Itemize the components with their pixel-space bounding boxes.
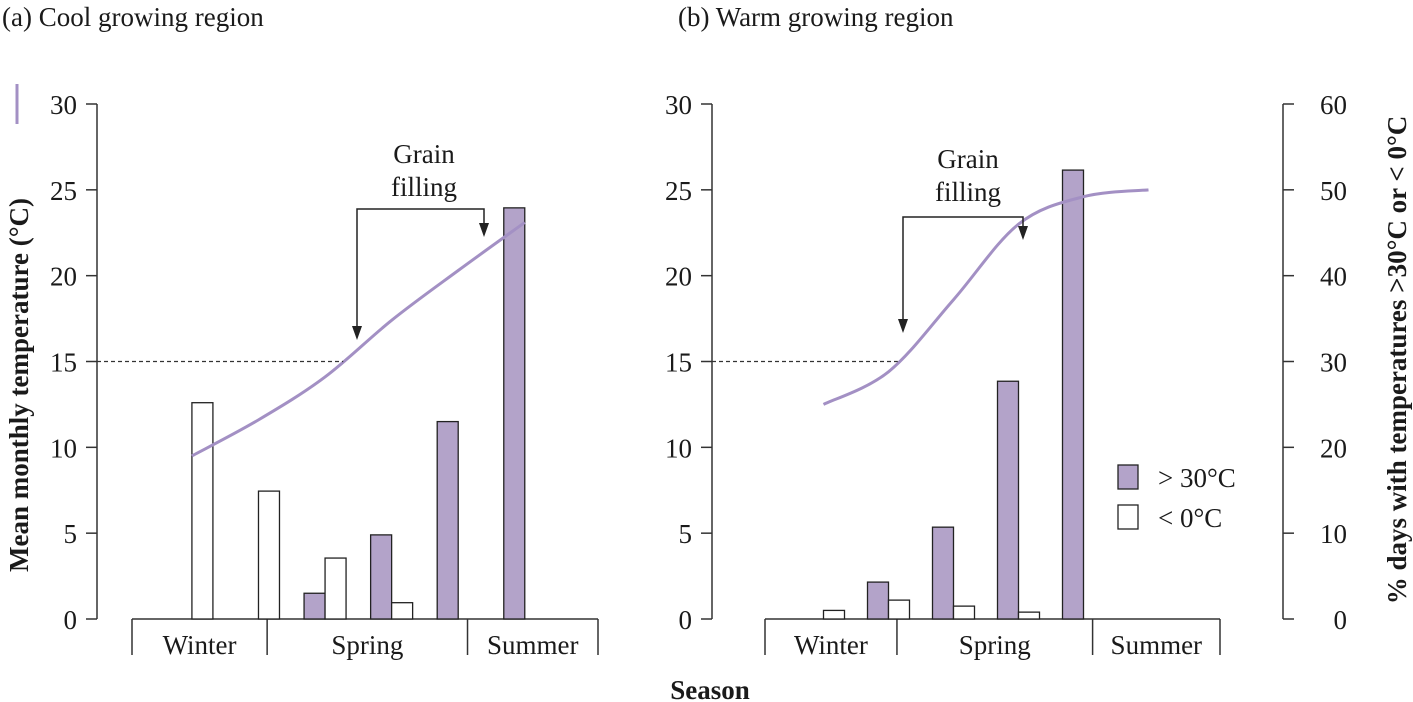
y2-axis-label: % days with temperatures >30°C or < 0°C (1382, 116, 1412, 605)
bar (303, 592, 326, 620)
y-tick-label: 25 (665, 176, 692, 206)
legend-label: > 30°C (1158, 463, 1236, 493)
y-tick-label: 20 (50, 262, 77, 292)
bar (1017, 611, 1041, 620)
bar (390, 602, 414, 620)
panel-title: (b) Warm growing region (678, 2, 954, 32)
season-label: Summer (487, 630, 579, 660)
temperature-line (822, 188, 1149, 406)
bar (436, 420, 459, 620)
y-tick-label: 5 (64, 519, 78, 549)
bar (996, 380, 1020, 620)
arrowhead (479, 223, 489, 237)
y2-tick-label: 10 (1320, 519, 1347, 549)
season-label: Winter (794, 630, 868, 660)
legend-swatch (1117, 504, 1139, 530)
y-tick-label: 10 (50, 433, 77, 463)
season-label: Spring (959, 630, 1031, 660)
y2-tick-label: 20 (1320, 433, 1347, 463)
bar (191, 402, 214, 620)
bar (1061, 169, 1085, 620)
bar (952, 605, 976, 620)
y2-tick-label: 50 (1320, 176, 1347, 206)
x-axis-label: Season (670, 675, 750, 702)
y2-tick-label: 60 (1320, 90, 1347, 120)
season-label: Winter (163, 630, 237, 660)
bracket (356, 208, 485, 328)
y-axis-label: Mean monthly temperature (°C) (4, 198, 34, 572)
bar (931, 526, 955, 620)
y-tick-label: 0 (679, 605, 693, 635)
y2-tick-label: 40 (1320, 262, 1347, 292)
y-tick-label: 15 (50, 348, 77, 378)
y2-tick-label: 30 (1320, 348, 1347, 378)
arrowhead (352, 326, 362, 340)
annotation: Grain filling (935, 144, 1001, 207)
temperature-line (191, 221, 526, 458)
bar (257, 490, 281, 620)
bar (503, 207, 526, 620)
bar (887, 599, 911, 620)
y-tick-label: 30 (665, 90, 692, 120)
y-tick-label: 5 (679, 519, 693, 549)
legend-label: < 0°C (1158, 503, 1222, 533)
y-tick-label: 25 (50, 176, 77, 206)
bracket (902, 216, 1024, 321)
annotation: Grain filling (391, 139, 457, 202)
y-tick-label: 20 (665, 262, 692, 292)
bar (822, 609, 846, 620)
bar (324, 557, 347, 620)
season-label: Spring (331, 630, 403, 660)
y-tick-label: 15 (665, 348, 692, 378)
season-label: Summer (1111, 630, 1203, 660)
y-tick-label: 10 (665, 433, 692, 463)
legend-swatch (1117, 464, 1139, 490)
y2-tick-label: 0 (1334, 605, 1348, 635)
bar (866, 581, 890, 620)
arrowhead (898, 319, 908, 333)
bar (369, 534, 393, 620)
arrowhead (1018, 226, 1028, 240)
panel-title: (a) Cool growing region (2, 2, 264, 32)
y-tick-label: 0 (64, 605, 78, 635)
y-tick-label: 30 (50, 90, 77, 120)
